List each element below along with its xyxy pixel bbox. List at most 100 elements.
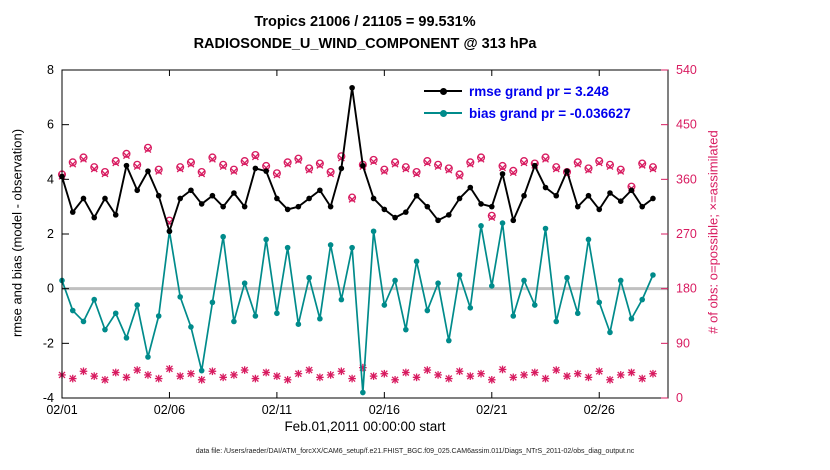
x-tick-label: 02/01 — [46, 403, 77, 417]
data-file-caption: data file: /Users/raeder/DAI/ATM_forcXX/… — [195, 448, 635, 455]
rmse-marker — [456, 195, 463, 202]
bias-marker — [510, 313, 517, 319]
rmse-marker — [403, 209, 409, 215]
rmse-marker — [274, 195, 280, 202]
y-left-tick-label: 4 — [47, 172, 54, 186]
rmse-marker — [263, 168, 269, 174]
y-left-tick-label: 8 — [47, 63, 54, 77]
rmse-marker — [284, 206, 291, 213]
bias-marker — [607, 329, 613, 336]
rmse-marker — [134, 187, 141, 194]
rmse-marker — [317, 187, 323, 194]
y-right-tick-label: 540 — [676, 63, 697, 77]
rmse-marker — [381, 206, 388, 213]
rmse-marker — [392, 214, 398, 221]
bias-marker — [198, 367, 205, 374]
y-right-tick-label: 360 — [676, 172, 697, 186]
bias-marker — [295, 321, 302, 328]
rmse-marker — [564, 168, 570, 174]
bias-marker — [531, 302, 538, 308]
bias-marker — [188, 324, 194, 330]
bias-marker — [370, 228, 377, 235]
y-left-tick-label: 2 — [47, 227, 54, 241]
bias-marker — [327, 242, 334, 248]
rmse-marker — [177, 195, 183, 202]
y-right-tick-label: 270 — [676, 227, 697, 241]
rmse-marker — [295, 203, 302, 210]
bias-marker — [241, 280, 248, 287]
rmse-marker — [446, 212, 452, 218]
x-tick-label: 02/16 — [369, 403, 400, 417]
bias-marker — [650, 272, 656, 278]
rmse-marker — [349, 84, 355, 91]
rmse-marker — [467, 184, 474, 191]
bias-marker — [123, 335, 130, 341]
y-left-tick-label: -4 — [43, 391, 54, 405]
left-axis-label: rmse and bias (model - observation) — [9, 128, 25, 338]
bias-marker — [413, 258, 420, 265]
rmse-marker — [198, 201, 205, 207]
legend-rmse-label: rmse grand pr = 3.248 — [469, 83, 609, 99]
x-tick-label: 02/26 — [584, 403, 615, 417]
plot-title-ratio: Tropics 21006 / 21105 = 99.531% — [254, 14, 476, 30]
bias-marker — [499, 220, 506, 226]
rmse-marker — [499, 171, 506, 177]
rmse-marker — [531, 162, 538, 169]
y-left-tick-label: -2 — [43, 336, 54, 350]
bias-marker — [628, 315, 635, 322]
rmse-marker — [145, 168, 151, 174]
bias-marker — [69, 307, 76, 314]
bias-marker — [360, 389, 366, 396]
y-left-tick-label: 6 — [47, 118, 54, 132]
bias-marker — [231, 318, 237, 325]
rmse-marker — [542, 184, 549, 191]
bias-marker — [488, 283, 495, 289]
bias-marker — [145, 354, 151, 360]
bias-line-sample — [424, 109, 462, 117]
rmse-marker — [617, 198, 624, 204]
bias-marker — [112, 310, 119, 317]
rmse-marker — [574, 203, 581, 210]
bias-marker — [478, 223, 484, 229]
rmse-marker — [327, 203, 334, 210]
legend: rmse grand pr = 3.248 bias grand pr = -0… — [424, 80, 631, 124]
bias-marker — [542, 225, 549, 232]
bias-marker — [134, 302, 141, 308]
bias-dot-marker — [439, 109, 447, 117]
rmse-marker — [370, 195, 377, 202]
rmse-marker — [209, 192, 216, 199]
rmse-line-sample — [424, 87, 462, 95]
bias-marker — [553, 318, 560, 325]
x-axis-label: Feb.01,2011 00:00:00 start — [284, 419, 446, 434]
rmse-marker — [424, 203, 431, 210]
bias-marker — [403, 326, 409, 333]
bias-marker — [220, 233, 226, 240]
bias-marker — [424, 307, 431, 314]
x-tick-label: 02/11 — [262, 403, 292, 417]
rmse-marker — [80, 195, 87, 202]
rmse-marker — [112, 212, 119, 218]
rmse-marker — [252, 165, 259, 172]
bias-marker — [574, 310, 581, 317]
bias-marker — [317, 315, 323, 322]
y-left-tick-label: 0 — [47, 282, 54, 296]
rmse-marker — [241, 203, 248, 210]
bias-marker — [596, 299, 603, 306]
bias-marker — [381, 302, 388, 308]
bias-marker — [306, 274, 312, 281]
x-tick-label: 02/21 — [476, 403, 507, 417]
legend-item-bias: bias grand pr = -0.036627 — [424, 102, 631, 124]
rmse-marker — [360, 162, 366, 169]
rmse-marker — [488, 203, 495, 210]
bias-marker — [639, 296, 646, 303]
bias-marker — [446, 337, 452, 344]
rmse-marker — [435, 217, 441, 224]
y-right-tick-label: 90 — [676, 336, 690, 350]
rmse-marker — [306, 195, 312, 202]
bias-marker — [91, 296, 98, 303]
bias-marker — [349, 244, 355, 251]
rmse-marker — [188, 187, 194, 194]
x-tick-label: 02/06 — [154, 403, 185, 417]
bias-marker — [521, 277, 527, 284]
